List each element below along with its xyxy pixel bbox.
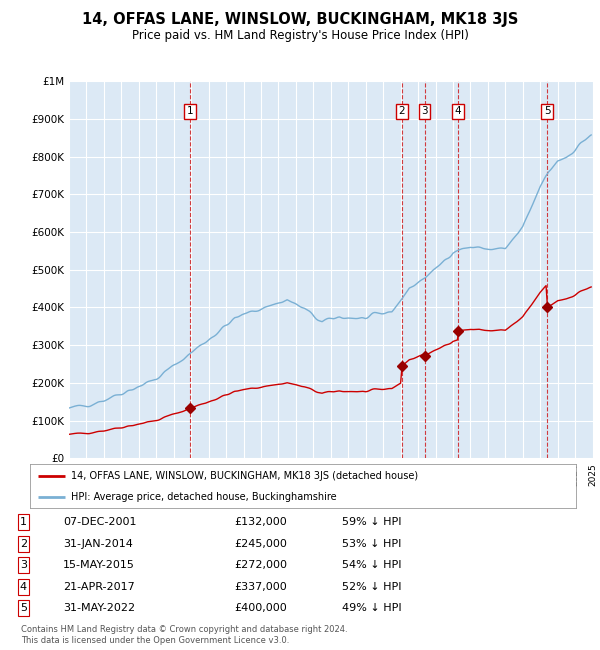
Text: 07-DEC-2001: 07-DEC-2001 xyxy=(63,517,137,527)
Text: 53% ↓ HPI: 53% ↓ HPI xyxy=(342,539,401,549)
Text: 5: 5 xyxy=(20,603,27,613)
Text: £337,000: £337,000 xyxy=(234,582,287,592)
Text: 15-MAY-2015: 15-MAY-2015 xyxy=(63,560,135,570)
Text: £132,000: £132,000 xyxy=(234,517,287,527)
Text: 14, OFFAS LANE, WINSLOW, BUCKINGHAM, MK18 3JS (detached house): 14, OFFAS LANE, WINSLOW, BUCKINGHAM, MK1… xyxy=(71,471,418,482)
Text: 31-MAY-2022: 31-MAY-2022 xyxy=(63,603,135,613)
Text: 5: 5 xyxy=(544,107,551,116)
Text: 49% ↓ HPI: 49% ↓ HPI xyxy=(342,603,401,613)
Text: £245,000: £245,000 xyxy=(234,539,287,549)
Text: 3: 3 xyxy=(421,107,428,116)
Text: 3: 3 xyxy=(20,560,27,570)
Text: 31-JAN-2014: 31-JAN-2014 xyxy=(63,539,133,549)
Text: 54% ↓ HPI: 54% ↓ HPI xyxy=(342,560,401,570)
Text: Contains HM Land Registry data © Crown copyright and database right 2024.
This d: Contains HM Land Registry data © Crown c… xyxy=(21,625,347,645)
Text: Price paid vs. HM Land Registry's House Price Index (HPI): Price paid vs. HM Land Registry's House … xyxy=(131,29,469,42)
Text: 59% ↓ HPI: 59% ↓ HPI xyxy=(342,517,401,527)
Text: £400,000: £400,000 xyxy=(234,603,287,613)
Text: HPI: Average price, detached house, Buckinghamshire: HPI: Average price, detached house, Buck… xyxy=(71,492,337,502)
Text: 52% ↓ HPI: 52% ↓ HPI xyxy=(342,582,401,592)
Text: 14, OFFAS LANE, WINSLOW, BUCKINGHAM, MK18 3JS: 14, OFFAS LANE, WINSLOW, BUCKINGHAM, MK1… xyxy=(82,12,518,27)
Text: 1: 1 xyxy=(187,107,193,116)
Text: 1: 1 xyxy=(20,517,27,527)
Text: 21-APR-2017: 21-APR-2017 xyxy=(63,582,135,592)
Text: £272,000: £272,000 xyxy=(234,560,287,570)
Text: 2: 2 xyxy=(398,107,406,116)
Text: 4: 4 xyxy=(20,582,27,592)
Text: 2: 2 xyxy=(20,539,27,549)
Text: 4: 4 xyxy=(455,107,461,116)
